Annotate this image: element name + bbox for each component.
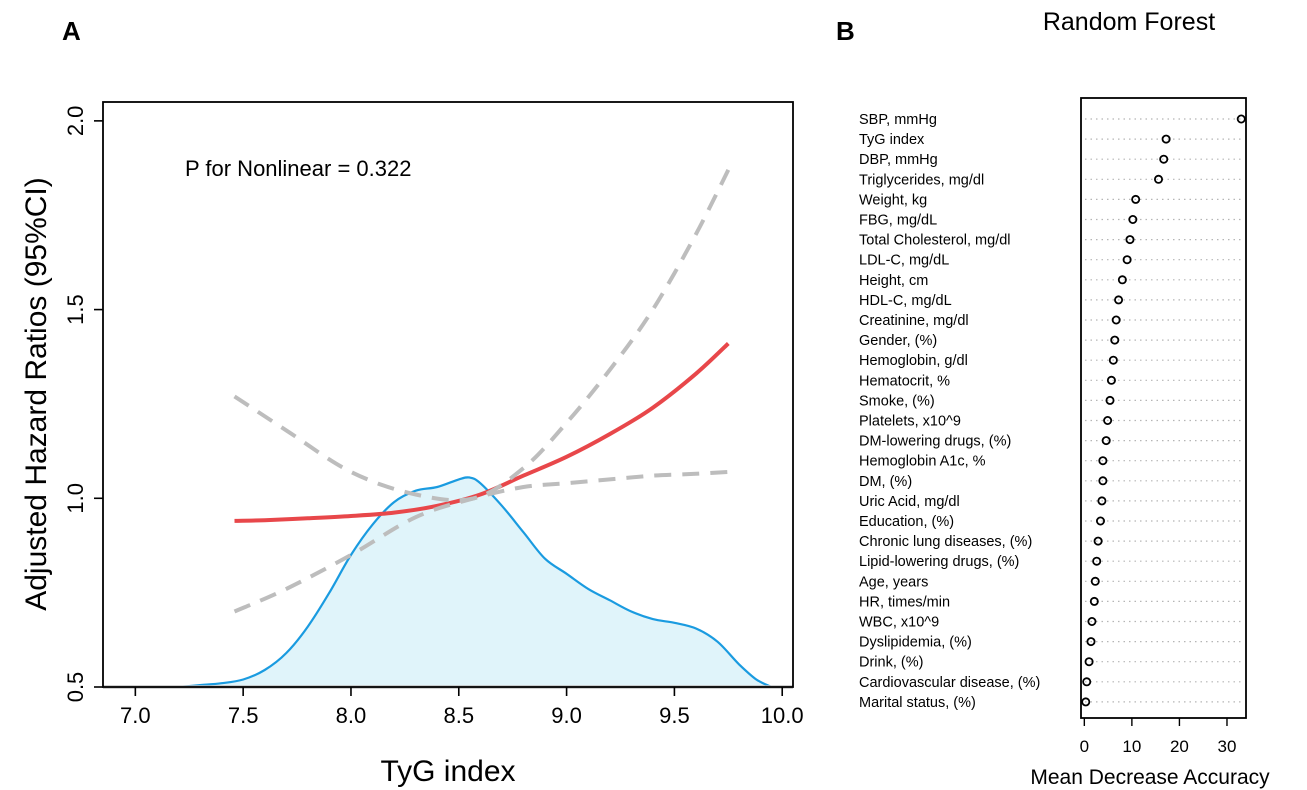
importance-dot [1159, 154, 1169, 164]
row-label: Marital status, (%) [859, 695, 976, 711]
importance-dot [1161, 134, 1171, 144]
importance-dot [1082, 677, 1092, 687]
row-label: Gender, (%) [859, 333, 937, 349]
row-label: DBP, mmHg [859, 152, 938, 168]
row-label: DM, (%) [859, 474, 912, 490]
panel-b-label: B [836, 16, 855, 46]
row-label: Triglycerides, mg/dl [859, 172, 984, 188]
importance-dot [1103, 415, 1113, 425]
row-label: Platelets, x10^9 [859, 414, 961, 430]
row-label: Hemoglobin, g/dl [859, 353, 968, 369]
x-tick-label-b: 0 [1080, 737, 1089, 756]
importance-dot [1087, 617, 1097, 627]
importance-dot [1122, 255, 1132, 265]
importance-dot [1131, 194, 1141, 204]
importance-dot [1097, 496, 1107, 506]
row-label: SBP, mmHg [859, 112, 937, 128]
density-layer [103, 476, 793, 689]
panel-b-chart: Random Forest SBP, mmHg TyG index DBP, mmH… [859, 8, 1270, 789]
row-label: Smoke, (%) [859, 393, 935, 409]
row-label: Age, years [859, 574, 928, 590]
row-label: Weight, kg [859, 192, 927, 208]
importance-dot [1098, 456, 1108, 466]
importance-dot [1095, 516, 1105, 526]
row-label: Hemoglobin A1c, % [859, 454, 986, 470]
row-label: TyG index [859, 132, 925, 148]
importance-dot [1092, 556, 1102, 566]
importance-dot [1108, 355, 1118, 365]
importance-dot [1105, 395, 1115, 405]
panel-a-label: A [62, 16, 81, 46]
importance-dot [1117, 275, 1127, 285]
importance-dot [1101, 436, 1111, 446]
importance-dot [1106, 375, 1116, 385]
x-tick-label-a: 8.5 [443, 703, 474, 728]
importance-dot [1093, 536, 1103, 546]
importance-dot [1236, 114, 1246, 124]
x-tick-label-a: 7.5 [228, 703, 259, 728]
ci-upper-curve [233, 168, 731, 503]
importance-dot [1154, 174, 1164, 184]
row-label: Height, cm [859, 273, 928, 289]
row-label: LDL-C, mg/dL [859, 253, 949, 269]
x-tick-label-a: 9.5 [659, 703, 690, 728]
row-label: Creatinine, mg/dl [859, 313, 969, 329]
row-label: Hematocrit, % [859, 373, 950, 389]
importance-dot [1098, 476, 1108, 486]
importance-dot [1086, 637, 1096, 647]
importance-dot [1114, 295, 1124, 305]
row-label: Cardiovascular disease, (%) [859, 675, 1040, 691]
y-axis-title-a: Adjusted Hazard Ratios (95%CI) [20, 177, 53, 611]
importance-dot [1110, 335, 1120, 345]
importance-dot [1084, 657, 1094, 667]
row-label: Total Cholesterol, mg/dl [859, 233, 1011, 249]
importance-dot [1081, 697, 1091, 707]
x-axis-b: 0 10 20 30 [1080, 718, 1237, 756]
x-axis-title-b: Mean Decrease Accuracy [1030, 766, 1270, 789]
plot-frame-b [1080, 97, 1247, 719]
dotchart-rows: SBP, mmHg TyG index DBP, mmHg Triglycerides… [859, 112, 1246, 711]
curve-layer [233, 168, 731, 614]
importance-dot [1125, 235, 1135, 245]
importance-dot [1128, 214, 1138, 224]
row-label: WBC, x10^9 [859, 615, 939, 631]
density-area [178, 477, 772, 687]
row-label: DM-lowering drugs, (%) [859, 434, 1011, 450]
y-axis-a: 0.5 1.0 1.5 2.0 [63, 106, 103, 703]
row-label: Education, (%) [859, 514, 954, 530]
y-tick-label-a: 0.5 [63, 672, 88, 703]
panel-a-chart: 7.0 7.5 8.0 8.5 9.0 9.5 10.0 0.5 1.0 1.5 2.0 P fo… [20, 101, 804, 788]
row-label: HR, times/min [859, 594, 950, 610]
x-tick-label-a: 9.0 [551, 703, 582, 728]
row-label: HDL-C, mg/dL [859, 293, 952, 309]
row-label: Uric Acid, mg/dl [859, 494, 960, 510]
x-tick-label-a: 8.0 [336, 703, 367, 728]
x-tick-label-a: 7.0 [120, 703, 151, 728]
row-label: Dyslipidemia, (%) [859, 635, 972, 651]
row-label: Lipid-lowering drugs, (%) [859, 554, 1019, 570]
nonlinear-annotation: P for Nonlinear = 0.322 [185, 156, 411, 181]
x-tick-label-a: 10.0 [761, 703, 804, 728]
importance-dot [1089, 596, 1099, 606]
row-label: Drink, (%) [859, 655, 923, 671]
x-tick-label-b: 20 [1170, 737, 1189, 756]
y-tick-label-a: 2.0 [63, 106, 88, 137]
ci-lower-curve [233, 469, 729, 614]
y-tick-label-a: 1.0 [63, 483, 88, 514]
x-tick-label-b: 10 [1122, 737, 1141, 756]
hazard-ratio-curve [234, 342, 730, 523]
y-tick-label-a: 1.5 [63, 294, 88, 325]
density-curve [178, 476, 772, 689]
chart-title-b: Random Forest [1043, 8, 1215, 36]
importance-dot [1111, 315, 1121, 325]
x-tick-label-b: 30 [1218, 737, 1237, 756]
row-label: FBG, mg/dL [859, 213, 937, 229]
row-label: Chronic lung diseases, (%) [859, 534, 1032, 550]
x-axis-a: 7.0 7.5 8.0 8.5 9.0 9.5 10.0 [120, 687, 804, 728]
plot-frame-a [102, 101, 794, 688]
x-axis-title-a: TyG index [380, 755, 515, 788]
importance-dot [1090, 576, 1100, 586]
